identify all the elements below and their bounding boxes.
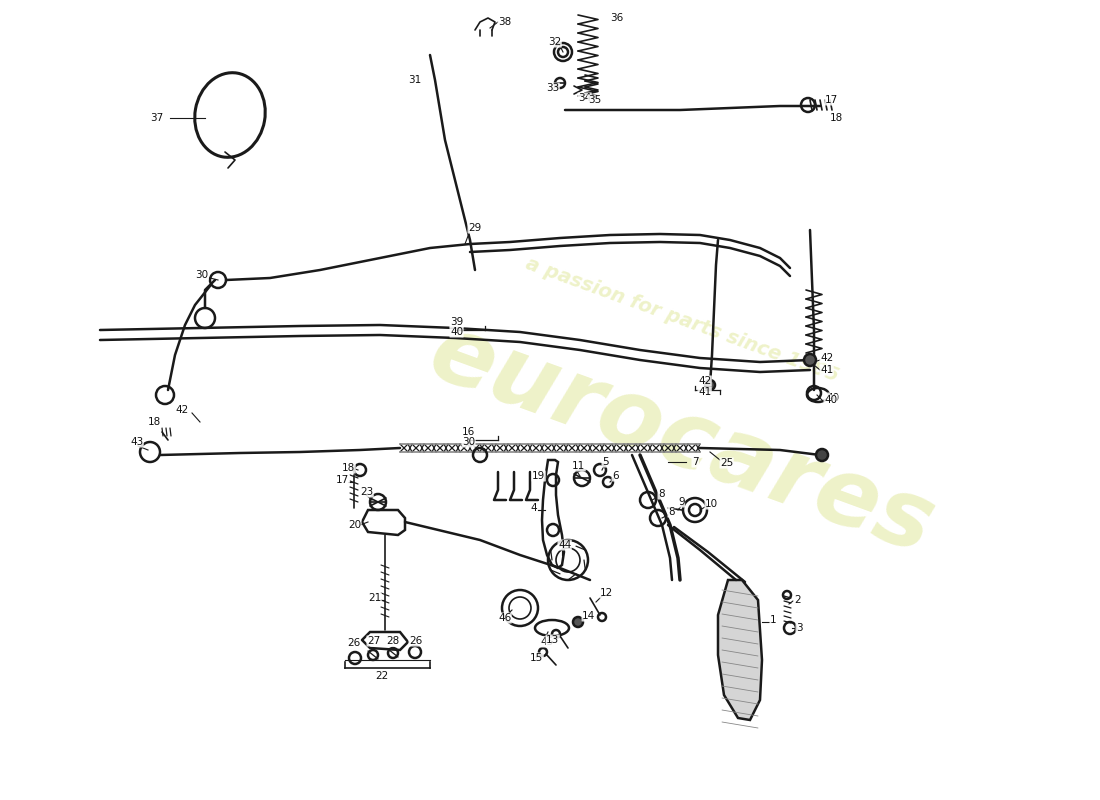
Text: 32: 32 <box>548 37 561 47</box>
Text: 38: 38 <box>498 17 512 27</box>
Text: 26: 26 <box>409 636 422 646</box>
Text: 41: 41 <box>820 365 834 375</box>
Text: 6: 6 <box>612 471 618 481</box>
Text: 28: 28 <box>386 636 399 646</box>
Text: 42: 42 <box>175 405 188 415</box>
Text: 11: 11 <box>572 461 585 471</box>
Text: 10: 10 <box>705 499 718 509</box>
Text: 40: 40 <box>826 393 839 403</box>
Text: 18: 18 <box>342 463 355 473</box>
Text: 18: 18 <box>830 113 844 123</box>
Text: 31: 31 <box>408 75 421 85</box>
Text: 3: 3 <box>796 623 803 633</box>
Text: 7: 7 <box>692 457 698 467</box>
Text: 27: 27 <box>367 636 381 646</box>
Text: 42: 42 <box>698 376 712 386</box>
Text: 25: 25 <box>720 458 734 468</box>
Text: 17: 17 <box>825 95 838 105</box>
Text: 43: 43 <box>130 437 143 447</box>
Circle shape <box>804 354 816 366</box>
Text: 44: 44 <box>558 540 571 550</box>
Text: 8: 8 <box>668 507 674 517</box>
Text: 14: 14 <box>582 611 595 621</box>
Text: a passion for parts since 1985: a passion for parts since 1985 <box>522 254 842 386</box>
Text: 2: 2 <box>794 595 801 605</box>
Text: 30: 30 <box>462 437 475 447</box>
Text: 19: 19 <box>532 471 546 481</box>
Text: 18: 18 <box>148 417 162 427</box>
Text: 37: 37 <box>150 113 163 123</box>
Text: 17: 17 <box>336 475 350 485</box>
Text: 5: 5 <box>602 457 608 467</box>
Text: 9: 9 <box>678 497 684 507</box>
Text: 21: 21 <box>368 593 382 603</box>
Text: 12: 12 <box>600 588 614 598</box>
Text: 40: 40 <box>824 395 837 405</box>
Text: 8: 8 <box>658 489 664 499</box>
Text: 29: 29 <box>468 223 482 233</box>
Text: 15: 15 <box>530 653 543 663</box>
Text: 33: 33 <box>546 83 559 93</box>
Text: 34: 34 <box>578 93 592 103</box>
Text: 41: 41 <box>698 387 712 397</box>
Text: 35: 35 <box>588 95 602 105</box>
Text: 13: 13 <box>546 635 559 645</box>
Text: 40: 40 <box>450 327 463 337</box>
Text: 36: 36 <box>610 13 624 23</box>
Text: 1: 1 <box>770 615 777 625</box>
Polygon shape <box>718 580 762 720</box>
Text: 45: 45 <box>540 637 553 647</box>
Text: 46: 46 <box>498 613 512 623</box>
Circle shape <box>705 380 715 390</box>
Circle shape <box>816 449 828 461</box>
Text: 4: 4 <box>530 503 537 513</box>
Text: 42: 42 <box>820 353 834 363</box>
Text: 26: 26 <box>346 638 361 648</box>
Text: 23: 23 <box>360 487 373 497</box>
Text: 39: 39 <box>450 317 463 327</box>
Text: 20: 20 <box>348 520 361 530</box>
Text: 30: 30 <box>195 270 208 280</box>
Text: 16: 16 <box>462 427 475 437</box>
Circle shape <box>573 617 583 627</box>
Text: 22: 22 <box>375 671 388 681</box>
Text: eurocares: eurocares <box>417 306 947 574</box>
